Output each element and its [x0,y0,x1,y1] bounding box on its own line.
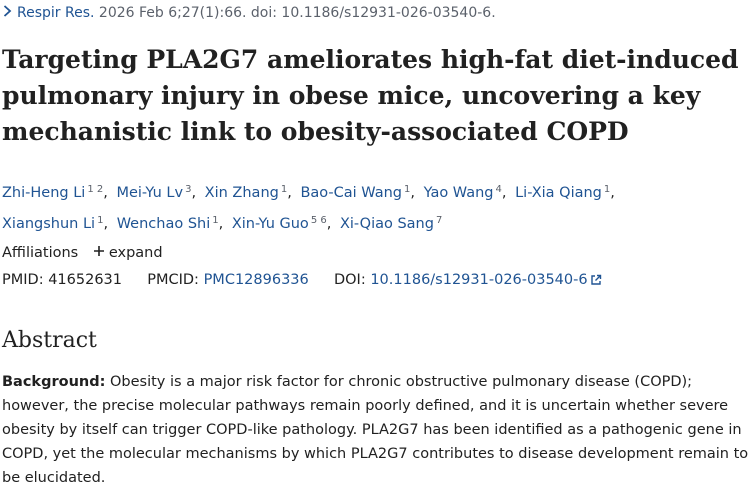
author-item: Wenchao Shi 1, [116,215,224,232]
affiliations-label: Affiliations [2,245,79,261]
doi-value[interactable]: 10.1186/s12931-026-03540-6 [370,272,588,288]
article-title: Targeting PLA2G7 ameliorates high-fat di… [2,45,739,146]
citation-line: Respir Res. 2026 Feb 6;27(1):66. doi: 10… [3,3,496,23]
affiliation-refs[interactable]: 7 [435,215,443,226]
affiliation-refs[interactable]: 1 [97,215,104,226]
author-item: Bao-Cai Wang 1, [300,184,415,201]
author-link[interactable]: Zhi-Heng Li [2,185,86,201]
plus-icon [93,242,105,262]
background-text: Obesity is a major risk factor for chron… [2,374,749,486]
expand-affiliations-button[interactable]: expand [93,245,163,261]
affiliation-refs[interactable]: 1 [603,184,611,195]
pmcid-link[interactable]: PMC12896336 [203,272,309,288]
author-link[interactable]: Xi-Qiao Sang [339,216,434,232]
abstract-background: Background: Obesity is a major risk fact… [2,370,750,490]
expand-label: expand [108,245,163,261]
pmcid-label: PMCID: [147,272,199,288]
author-item: Zhi-Heng Li 1 2, [2,184,108,201]
author-link[interactable]: Li-Xia Qiang [515,185,602,201]
affiliation-refs[interactable]: 1 2 [87,184,104,195]
affiliation-refs[interactable]: 1 [280,184,288,195]
author-link[interactable]: Yao Wang [423,185,494,201]
affiliation-refs[interactable]: 1 [403,184,411,195]
journal-link[interactable]: Respir Res. [17,5,95,21]
affiliations-row: Affiliations expand [2,242,163,263]
author-link[interactable]: Xin Zhang [204,185,279,201]
author-item: Xin-Yu Guo 5 6, [231,215,332,232]
citation-details: 2026 Feb 6;27(1):66. doi: 10.1186/s12931… [98,5,496,21]
author-item: Xin Zhang 1, [204,184,292,201]
author-link[interactable]: Mei-Yu Lv [116,185,184,201]
affiliation-refs[interactable]: 1 [212,215,219,226]
doi-link[interactable]: 10.1186/s12931-026-03540-6 [370,272,601,288]
author-item: Mei-Yu Lv 3, [116,184,197,201]
pmid-label: PMID: [2,272,44,288]
author-link[interactable]: Bao-Cai Wang [300,185,402,201]
affiliation-refs[interactable]: 5 6 [310,215,327,226]
author-link[interactable]: Wenchao Shi [116,216,211,232]
affiliation-refs[interactable]: 4 [495,184,502,195]
author-link[interactable]: Xiangshun Li [2,216,96,232]
author-item: Xi-Qiao Sang 7 [339,215,443,232]
author-item: Li-Xia Qiang 1, [515,184,615,201]
background-label: Background: [2,374,106,390]
doi-label: DOI: [333,272,366,288]
author-item: Xiangshun Li 1, [2,215,109,232]
external-link-icon[interactable] [590,272,602,292]
abstract-heading: Abstract [2,328,97,353]
chevron-right-icon[interactable] [3,3,12,23]
identifiers-row: PMID: 41652631 PMCID: PMC12896336 DOI: 1… [2,270,602,292]
affiliation-refs[interactable]: 3 [185,184,192,195]
author-item: Yao Wang 4, [423,184,507,201]
author-list: Zhi-Heng Li 1 2, Mei-Yu Lv 3, Xin Zhang 1, … [2,176,747,238]
pmid-value: 41652631 [48,272,123,288]
author-link[interactable]: Xin-Yu Guo [231,216,309,232]
